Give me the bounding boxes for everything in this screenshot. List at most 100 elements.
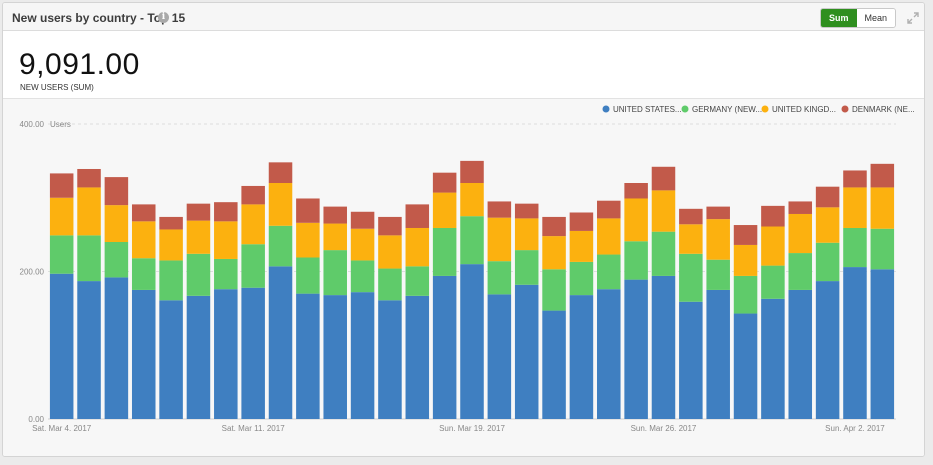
bar-denmark[interactable] [350, 211, 375, 229]
bar-germany[interactable] [706, 259, 730, 290]
bar-denmark[interactable] [679, 208, 703, 225]
bar-united-states[interactable] [870, 269, 895, 419]
bar-germany[interactable] [432, 227, 457, 276]
bar-united-states[interactable] [679, 301, 703, 419]
bar-united-states[interactable] [159, 300, 183, 419]
bar-denmark[interactable] [761, 205, 785, 227]
bar-denmark[interactable] [378, 216, 402, 236]
bar-denmark[interactable] [597, 200, 621, 219]
bar-germany[interactable] [788, 253, 813, 290]
bar-united-kingdom[interactable] [323, 223, 347, 251]
bar-united-states[interactable] [131, 289, 156, 419]
bar-germany[interactable] [679, 253, 703, 302]
bar-united-states[interactable] [569, 295, 594, 419]
bar-united-kingdom[interactable] [733, 244, 758, 276]
bar-united-kingdom[interactable] [514, 218, 539, 251]
bar-denmark[interactable] [815, 186, 840, 208]
bar-united-states[interactable] [296, 293, 320, 419]
sum-button[interactable]: Sum [821, 9, 857, 27]
bar-united-states[interactable] [241, 287, 265, 419]
bar-united-kingdom[interactable] [378, 235, 402, 269]
bar-denmark[interactable] [569, 212, 594, 231]
bar-denmark[interactable] [131, 204, 156, 222]
bar-denmark[interactable] [186, 203, 211, 221]
bar-denmark[interactable] [405, 204, 430, 228]
bar-germany[interactable] [733, 275, 758, 314]
bar-denmark[interactable] [651, 166, 676, 191]
bar-germany[interactable] [460, 216, 484, 265]
bar-united-states[interactable] [77, 281, 101, 419]
bar-germany[interactable] [651, 231, 676, 276]
bar-united-states[interactable] [268, 266, 293, 419]
bar-germany[interactable] [870, 228, 895, 270]
bar-germany[interactable] [761, 265, 785, 299]
bar-germany[interactable] [268, 225, 293, 267]
bar-denmark[interactable] [77, 168, 101, 188]
bar-germany[interactable] [104, 242, 129, 278]
bar-united-kingdom[interactable] [569, 230, 594, 262]
bar-germany[interactable] [77, 235, 101, 282]
bar-denmark[interactable] [241, 185, 265, 205]
bar-germany[interactable] [542, 269, 566, 311]
expand-icon[interactable] [907, 12, 919, 24]
bar-denmark[interactable] [514, 203, 539, 219]
bar-germany[interactable] [378, 268, 402, 301]
info-icon[interactable]: i [158, 12, 169, 23]
bar-united-states[interactable] [788, 289, 813, 419]
bar-germany[interactable] [241, 244, 265, 288]
bar-united-kingdom[interactable] [624, 198, 648, 242]
bar-germany[interactable] [487, 261, 512, 295]
bar-united-kingdom[interactable] [815, 207, 840, 243]
bar-united-kingdom[interactable] [186, 220, 211, 254]
bar-united-kingdom[interactable] [214, 221, 238, 259]
bar-germany[interactable] [296, 257, 320, 294]
bar-united-kingdom[interactable] [843, 187, 867, 228]
bar-germany[interactable] [514, 250, 539, 285]
bar-united-states[interactable] [49, 273, 74, 419]
bar-germany[interactable] [843, 227, 867, 268]
bar-united-kingdom[interactable] [761, 226, 785, 266]
bar-germany[interactable] [597, 254, 621, 290]
bar-united-states[interactable] [761, 298, 785, 419]
bar-denmark[interactable] [706, 206, 730, 220]
bar-united-kingdom[interactable] [651, 190, 676, 232]
bar-united-kingdom[interactable] [460, 183, 484, 217]
bar-germany[interactable] [815, 242, 840, 282]
bar-united-states[interactable] [104, 277, 129, 419]
legend-label[interactable]: UNITED STATES... [613, 105, 682, 114]
bar-united-states[interactable] [350, 292, 375, 419]
bar-united-states[interactable] [624, 279, 648, 419]
bar-united-kingdom[interactable] [679, 224, 703, 254]
bar-united-states[interactable] [514, 284, 539, 419]
bar-united-states[interactable] [815, 281, 840, 419]
bar-germany[interactable] [186, 253, 211, 296]
bar-germany[interactable] [159, 260, 183, 301]
bar-denmark[interactable] [323, 206, 347, 224]
bar-denmark[interactable] [843, 170, 867, 188]
bar-denmark[interactable] [733, 225, 758, 245]
bar-denmark[interactable] [487, 201, 512, 218]
bar-united-states[interactable] [432, 275, 457, 419]
bar-united-kingdom[interactable] [77, 187, 101, 236]
bar-united-kingdom[interactable] [268, 183, 293, 226]
bar-united-kingdom[interactable] [241, 204, 265, 245]
bar-united-kingdom[interactable] [104, 205, 129, 242]
bar-germany[interactable] [405, 266, 430, 296]
legend-label[interactable]: DENMARK (NE... [852, 105, 915, 114]
bar-denmark[interactable] [870, 163, 895, 188]
bar-united-states[interactable] [186, 295, 211, 419]
bar-united-states[interactable] [843, 267, 867, 419]
bar-denmark[interactable] [460, 160, 484, 183]
bar-united-states[interactable] [542, 310, 566, 419]
bar-united-kingdom[interactable] [350, 228, 375, 261]
bar-united-states[interactable] [460, 264, 484, 419]
bar-united-states[interactable] [706, 289, 730, 419]
bar-united-kingdom[interactable] [542, 236, 566, 270]
bar-denmark[interactable] [624, 183, 648, 199]
bar-germany[interactable] [624, 241, 648, 280]
bar-denmark[interactable] [104, 177, 129, 206]
bar-united-states[interactable] [405, 295, 430, 419]
bar-united-states[interactable] [323, 295, 347, 419]
bar-germany[interactable] [323, 250, 347, 296]
bar-united-kingdom[interactable] [487, 217, 512, 262]
